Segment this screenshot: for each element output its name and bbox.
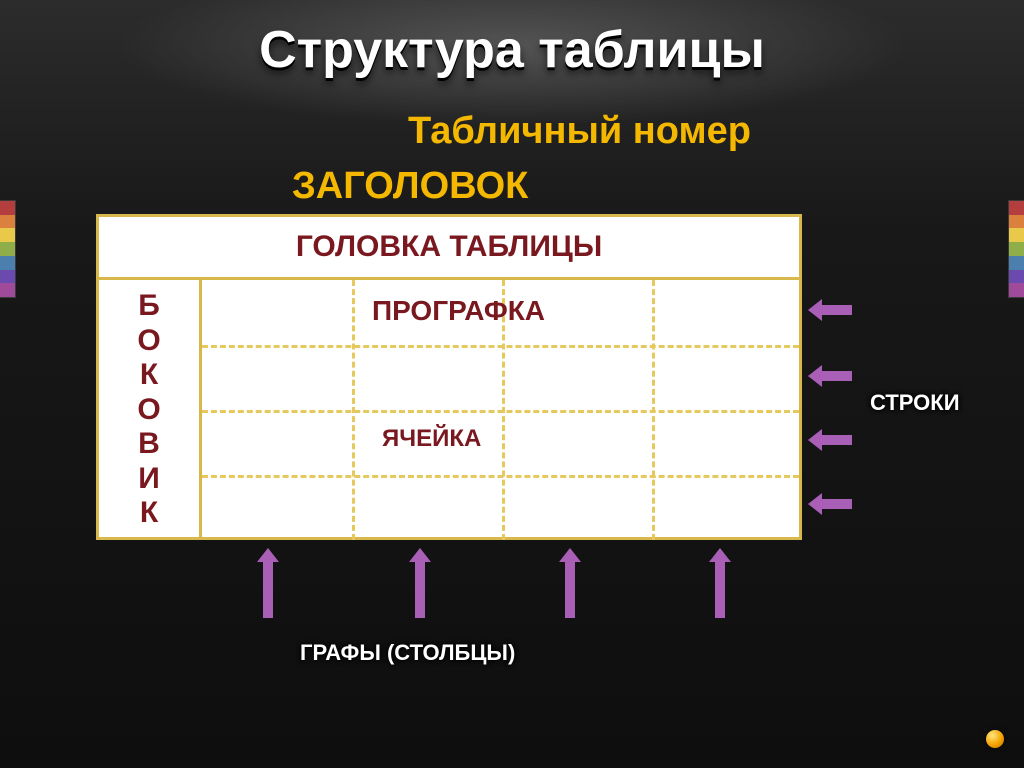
rows-label: СТРОКИ	[870, 390, 960, 416]
decor-stripes-right	[1008, 200, 1024, 298]
table-structure-diagram: ГОЛОВКА ТАБЛИЦЫ Б О К О В И К ПРОГРАФКА …	[96, 214, 802, 540]
subtitle-text: Табличный номер	[408, 110, 751, 153]
grid-top-label: ПРОГРАФКА	[372, 295, 545, 327]
columns-label: ГРАФЫ (СТОЛБЦЫ)	[300, 640, 515, 666]
grid-cell-label: ЯЧЕЙКА	[382, 425, 481, 453]
table-head-label: ГОЛОВКА ТАБЛИЦЫ	[99, 217, 799, 280]
table-stub-label: Б О К О В И К	[99, 280, 202, 540]
table-grid: ПРОГРАФКА ЯЧЕЙКА	[202, 280, 799, 540]
decor-stripes-left	[0, 200, 16, 298]
slide-title: Структура таблицы	[0, 20, 1024, 80]
heading-text: ЗАГОЛОВОК	[292, 165, 528, 208]
next-slide-button[interactable]	[986, 730, 1004, 748]
